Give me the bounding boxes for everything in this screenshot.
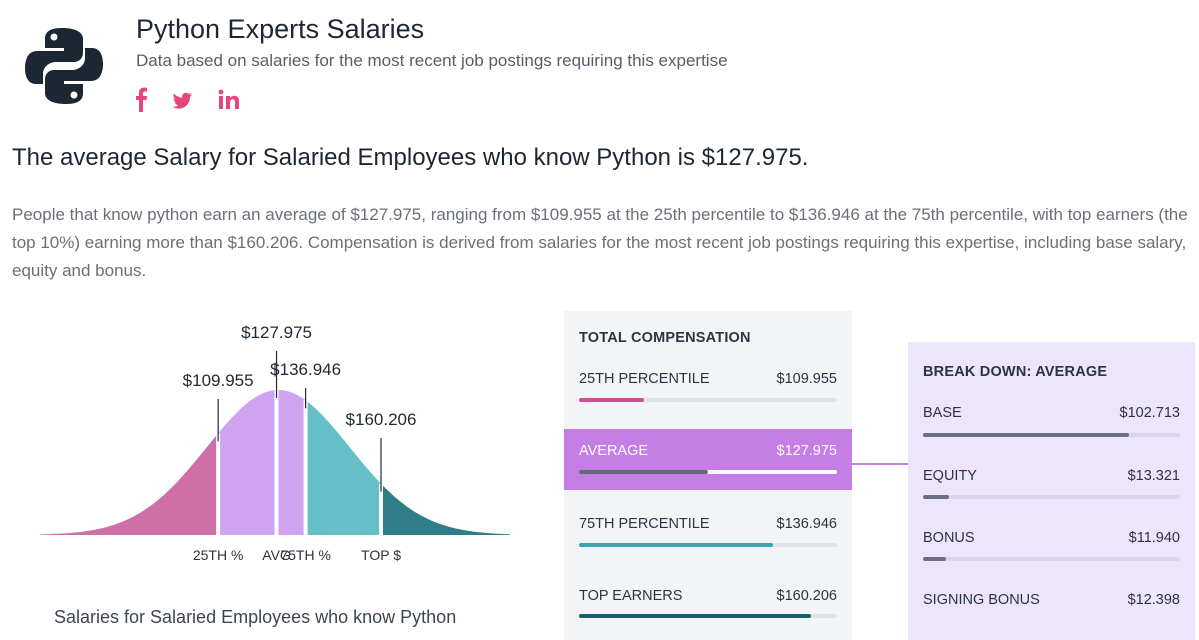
page-subtitle: Data based on salaries for the most rece…: [136, 51, 728, 70]
breakdown-bonus-track: [923, 557, 1180, 561]
marker-tick-label: AVG: [262, 547, 291, 563]
chart-caption: Salaries for Salaried Employees who know…: [54, 607, 457, 627]
breakdown-base-track: [923, 433, 1180, 437]
page-title: Python Experts Salaries: [136, 14, 425, 44]
progress-track: [579, 398, 837, 402]
row-label: AVERAGE: [579, 443, 649, 459]
marker-value-label: $160.206: [346, 410, 417, 429]
twitter-icon[interactable]: [171, 86, 193, 112]
breakdown-equity-track: [923, 495, 1180, 499]
progress-fill: [579, 470, 708, 474]
total-row-top-earners: TOP EARNERS $160.206: [564, 588, 852, 628]
salary-description: People that know python earn an average …: [12, 205, 1188, 280]
progress-track: [579, 470, 837, 474]
facebook-icon[interactable]: [134, 86, 148, 112]
total-row-75th-percentile: 75TH PERCENTILE $136.946: [564, 516, 852, 556]
total-row-25th-percentile: 25TH PERCENTILE $109.955: [564, 371, 852, 411]
marker-tick-label: 75TH %: [280, 547, 331, 563]
total-row-average: AVERAGE $127.975: [564, 429, 852, 490]
row-label: 25TH PERCENTILE: [579, 371, 710, 387]
breakdown-equity-value: $13.321: [1127, 468, 1180, 484]
salary-distribution-chart: $109.955 25TH % $127.975 AVG $136.946 75TH % $…: [40, 323, 510, 563]
area-middle: [218, 390, 306, 535]
total-compensation-title: TOTAL COMPENSATION: [579, 330, 751, 346]
breakdown-title: BREAK DOWN: AVERAGE: [923, 364, 1108, 380]
breakdown-signing-bonus-label: SIGNING BONUS: [923, 592, 1040, 608]
progress-track: [579, 543, 837, 547]
row-value: $109.955: [776, 371, 837, 387]
breakdown-equity-label: EQUITY: [923, 468, 977, 484]
breakdown-base-value: $102.713: [1119, 405, 1180, 421]
average-salary-headline: The average Salary for Salaried Employee…: [12, 144, 809, 171]
breakdown-signing-bonus-value: $12.398: [1127, 592, 1180, 608]
breakdown-bonus-label: BONUS: [923, 530, 975, 546]
row-value: $160.206: [776, 588, 837, 604]
marker-value-label: $109.955: [183, 371, 254, 390]
area-top-tail: [381, 483, 510, 535]
row-value: $127.975: [776, 443, 837, 459]
row-label: 75TH PERCENTILE: [579, 516, 710, 532]
average-connector-line: [852, 463, 908, 465]
breakdown-panel: BREAK DOWN: AVERAGE BASE $102.713 EQUITY…: [908, 342, 1195, 640]
progress-track: [579, 614, 837, 618]
breakdown-base-fill: [923, 433, 1129, 437]
breakdown-bonus-value: $11.940: [1128, 530, 1180, 546]
breakdown-bonus-fill: [923, 557, 947, 561]
marker-value-label: $127.975: [241, 323, 312, 342]
row-label: TOP EARNERS: [579, 588, 683, 604]
progress-fill: [579, 614, 812, 618]
linkedin-icon[interactable]: [218, 86, 240, 112]
marker-tick-label: 25TH %: [193, 547, 244, 563]
breakdown-base-label: BASE: [923, 405, 962, 421]
area-75th-to-top: [305, 400, 382, 535]
progress-fill: [579, 543, 773, 547]
marker-value-label: $136.946: [270, 360, 341, 379]
progress-fill: [579, 398, 644, 402]
area-below-25th: [40, 433, 219, 535]
breakdown-equity-fill: [923, 495, 949, 499]
marker-tick-label: TOP $: [361, 547, 401, 563]
row-value: $136.946: [776, 516, 837, 532]
python-logo-icon: [25, 28, 103, 104]
